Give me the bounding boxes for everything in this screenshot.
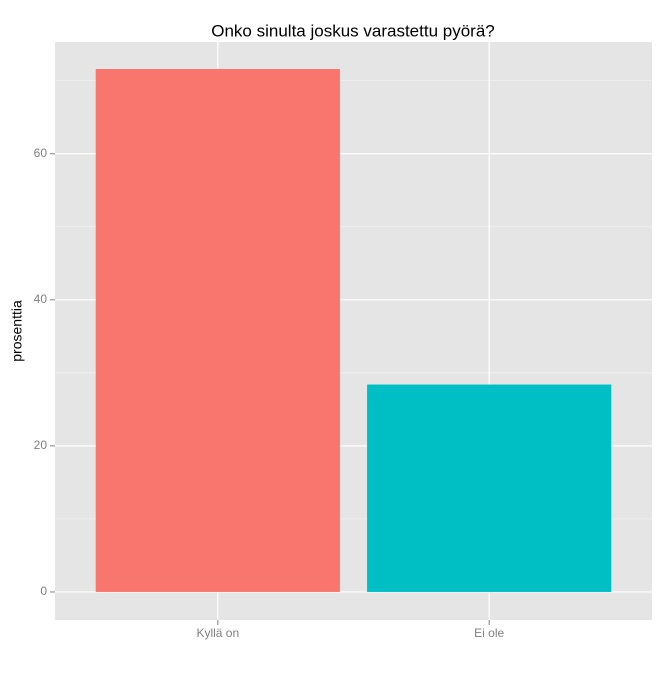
chart-title: Onko sinulta joskus varastettu pyörä? [211, 21, 494, 40]
y-tick-label: 0 [40, 584, 47, 598]
y-tick-label: 40 [34, 292, 48, 306]
y-tick-label: 60 [34, 146, 48, 160]
x-tick-label: Ei ole [474, 626, 504, 640]
y-axis-label: prosenttia [9, 300, 25, 362]
y-tick-label: 20 [34, 438, 48, 452]
x-tick-label: Kyllä on [196, 626, 239, 640]
bar [95, 69, 340, 592]
bar [367, 384, 612, 592]
